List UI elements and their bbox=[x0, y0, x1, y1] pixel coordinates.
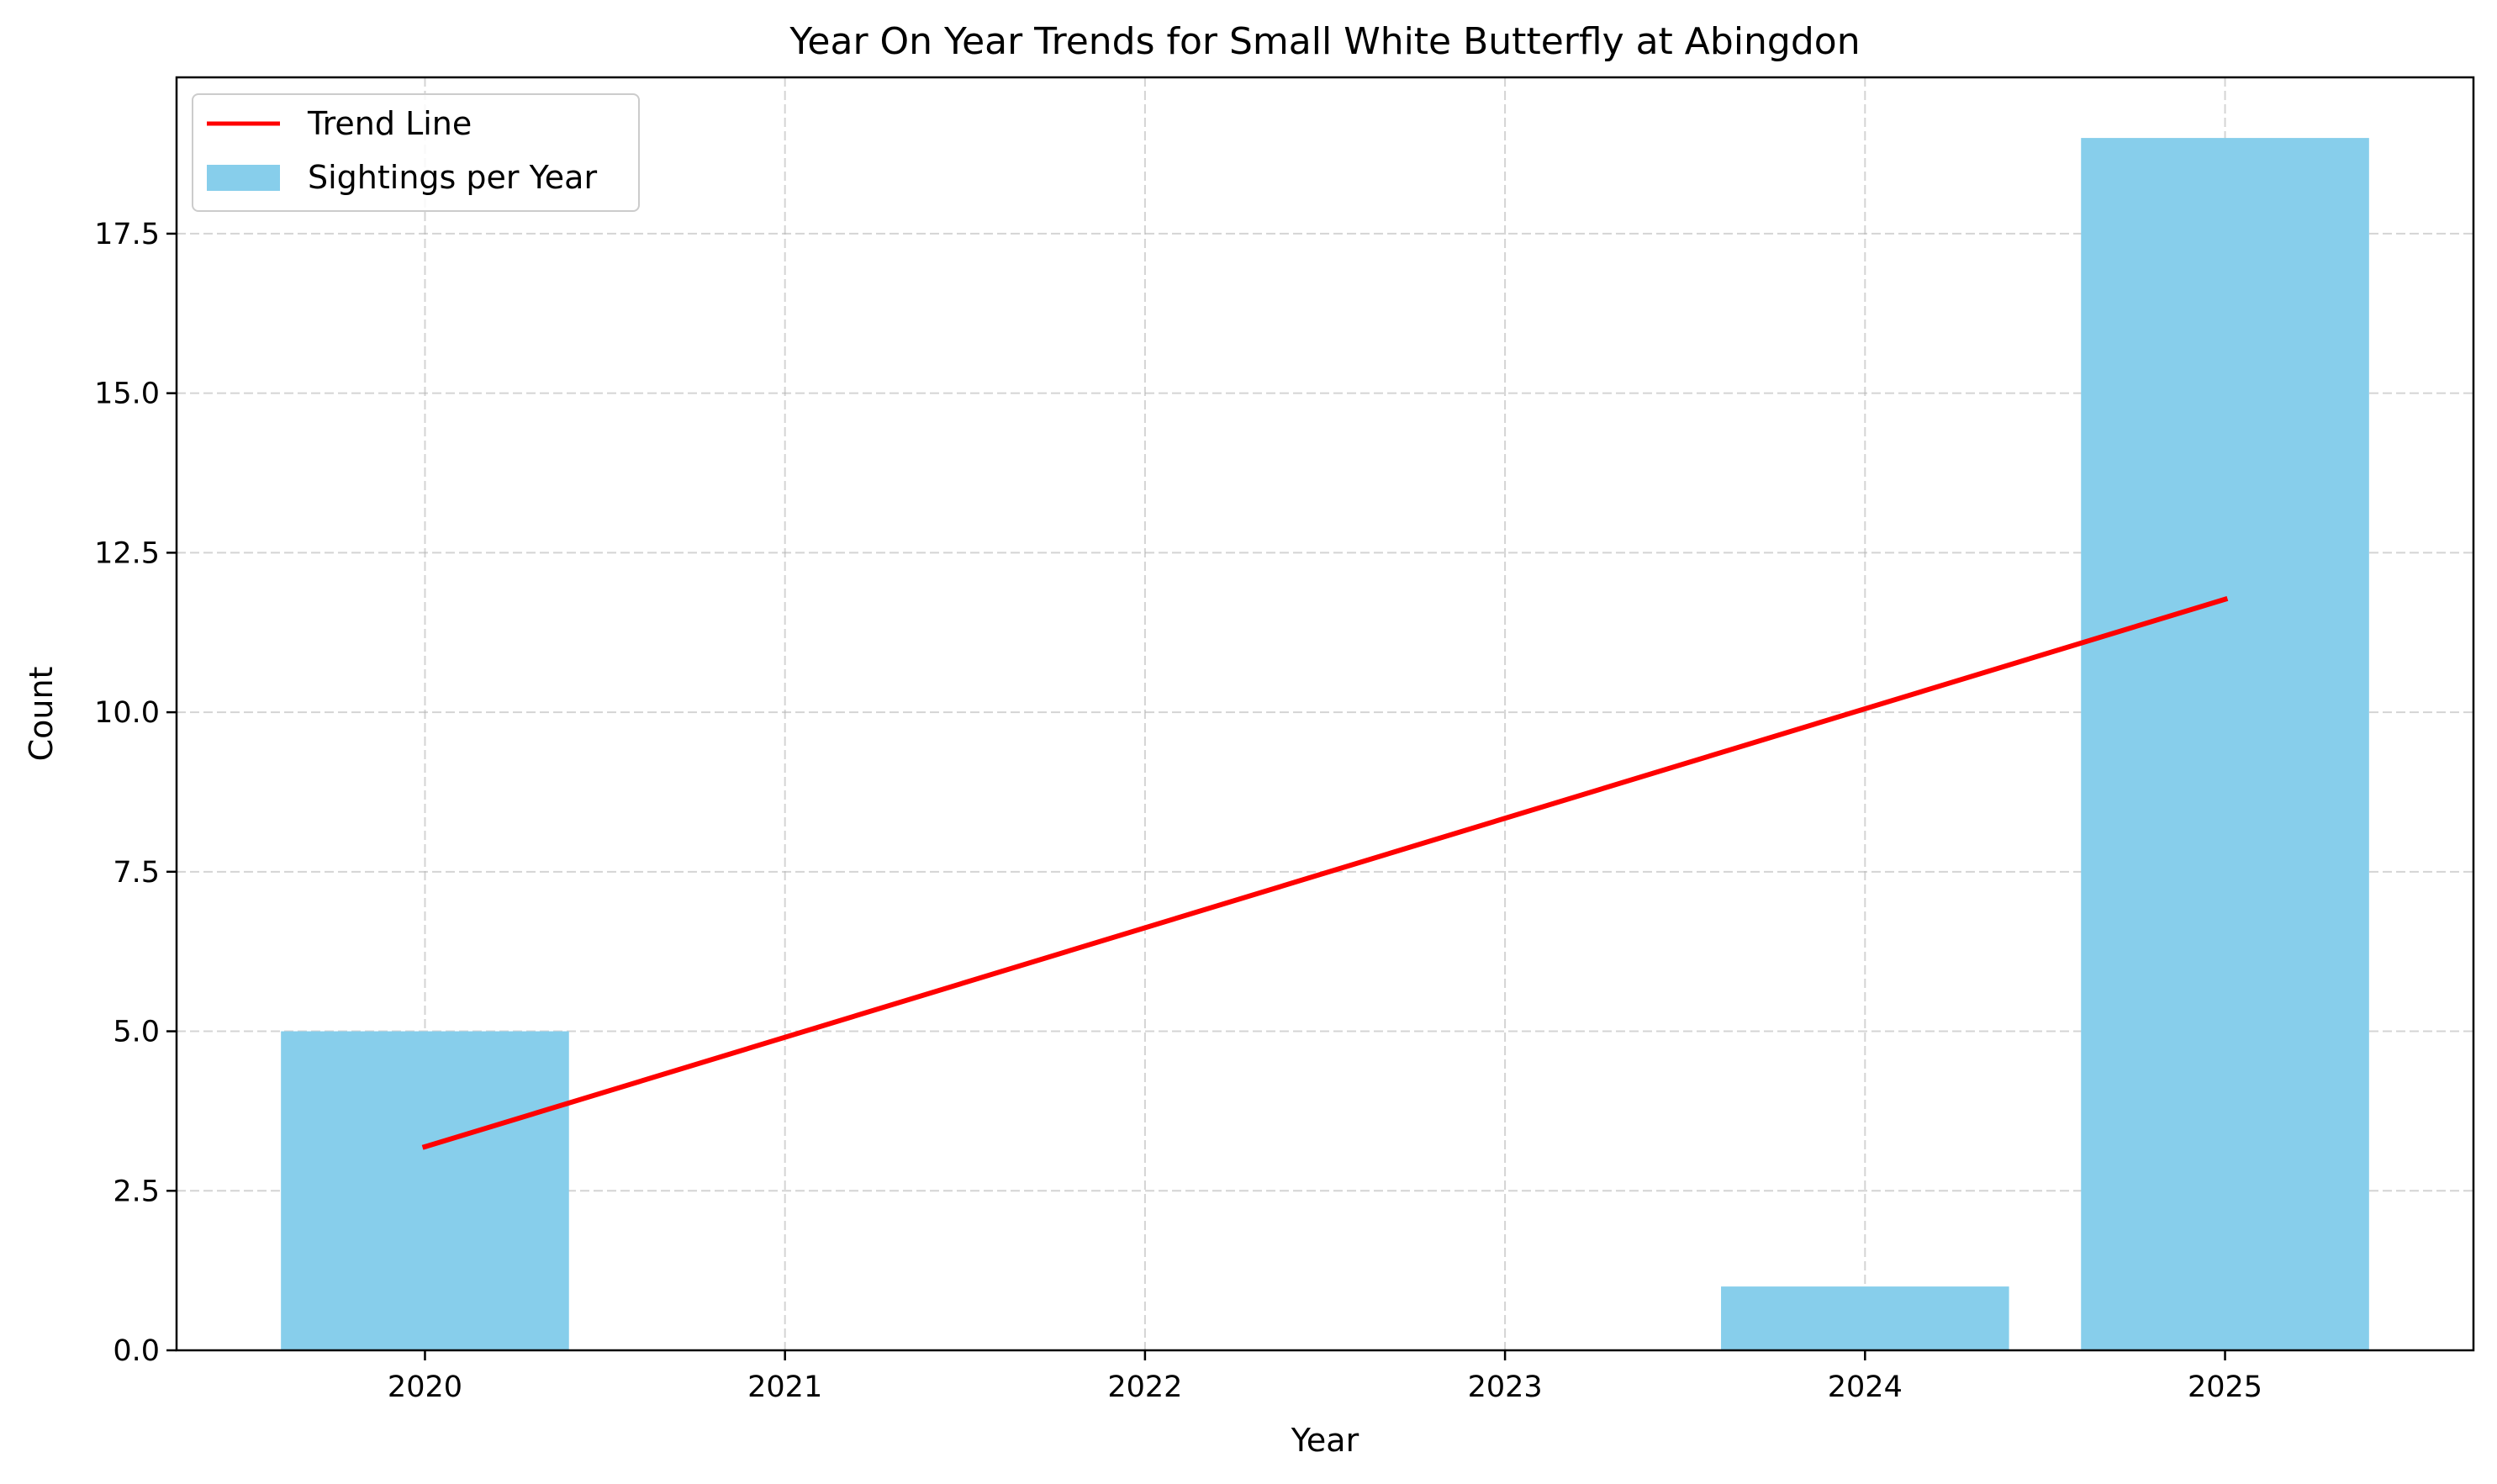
y-tick-label: 7.5 bbox=[113, 856, 160, 890]
legend: Trend Line Sightings per Year bbox=[192, 93, 640, 212]
x-tick-label: 2023 bbox=[1468, 1370, 1543, 1404]
x-tick-label: 2020 bbox=[388, 1370, 462, 1404]
y-tick-label: 10.0 bbox=[94, 696, 160, 730]
y-tick-label: 17.5 bbox=[94, 218, 160, 251]
bar-layer bbox=[281, 138, 2369, 1351]
y-tick-label: 0.0 bbox=[113, 1334, 160, 1368]
y-tick-label: 12.5 bbox=[94, 536, 160, 570]
x-tick-label: 2022 bbox=[1107, 1370, 1182, 1404]
chart-title: Year On Year Trends for Small White Butt… bbox=[789, 20, 1860, 63]
plot-frame bbox=[175, 76, 2475, 1352]
bar-2020 bbox=[281, 1031, 569, 1350]
y-tick-label: 15.0 bbox=[94, 378, 160, 411]
trend-line-layer bbox=[421, 596, 2229, 1150]
x-tick-label: 2024 bbox=[1828, 1370, 1903, 1404]
x-axis-ticks: 2020 2021 2022 2023 2024 2025 bbox=[388, 1350, 2262, 1404]
y-tick-label: 5.0 bbox=[113, 1016, 160, 1049]
x-tick-label: 2025 bbox=[2188, 1370, 2262, 1404]
legend-sightings-swatch bbox=[207, 165, 280, 191]
bar-2024 bbox=[1721, 1286, 2009, 1350]
legend-sightings-label: Sightings per Year bbox=[308, 159, 597, 196]
y-tick-label: 2.5 bbox=[113, 1175, 160, 1208]
x-axis-label: Year bbox=[1291, 1422, 1359, 1459]
bar-2025 bbox=[2081, 138, 2369, 1351]
trend-line bbox=[421, 596, 2229, 1150]
y-axis-ticks: 0.0 2.5 5.0 7.5 10.0 12.5 15.0 17.5 bbox=[94, 218, 177, 1368]
x-tick-label: 2021 bbox=[747, 1370, 822, 1404]
legend-trend-line-label: Trend Line bbox=[307, 105, 472, 142]
legend-box bbox=[192, 93, 640, 212]
y-axis-label: Count bbox=[23, 667, 60, 762]
